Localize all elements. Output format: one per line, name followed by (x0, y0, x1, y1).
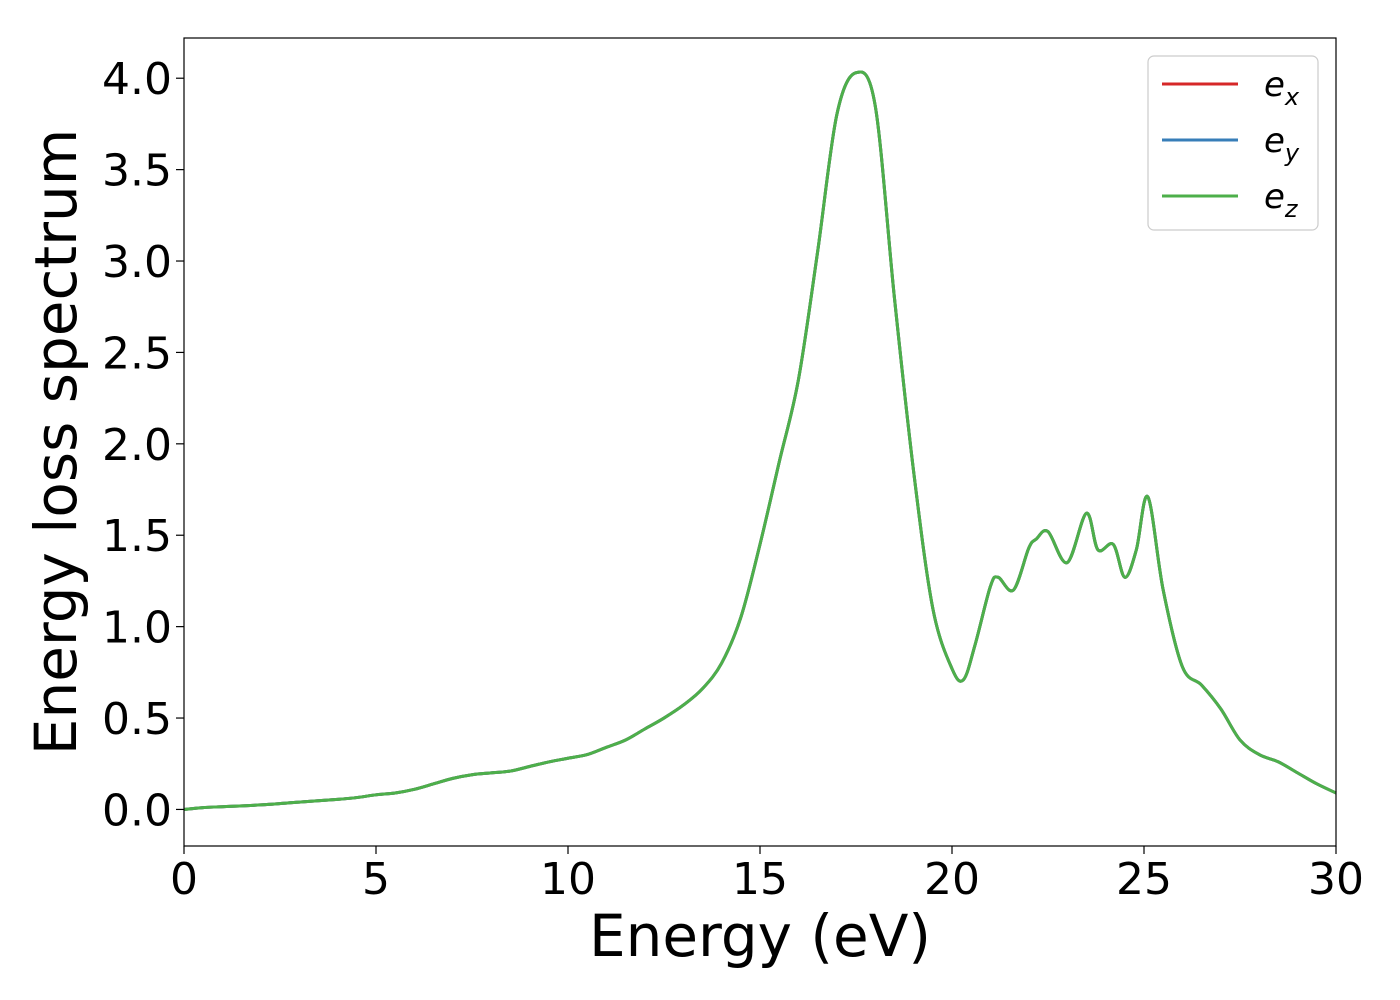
y-tick-label: 3.5 (102, 146, 172, 197)
x-tick-label: 20 (924, 854, 980, 905)
y-tick-label: 4.0 (102, 54, 172, 105)
legend-label-e-y: ey (1264, 121, 1300, 167)
y-tick-label: 1.0 (102, 603, 172, 654)
y-tick-label: 2.0 (102, 420, 172, 471)
x-tick-label: 5 (362, 854, 390, 905)
y-tick-label: 0.0 (102, 785, 172, 836)
x-tick-label: 10 (540, 854, 596, 905)
y-tick-label: 0.5 (102, 694, 172, 745)
legend-label-e-x: ex (1264, 65, 1300, 111)
legend: ex ey ez (1147, 55, 1319, 231)
x-axis-title: Energy (eV) (589, 902, 931, 970)
y-axis-ticks: 0.0 0.5 1.0 1.5 2.0 2.5 3.0 3.5 4.0 (102, 54, 184, 836)
x-tick-label: 15 (732, 854, 788, 905)
y-axis-title: Energy loss spectrum (22, 129, 90, 755)
y-tick-label: 1.5 (102, 511, 172, 562)
x-axis-ticks: 0 5 10 15 20 25 30 (170, 846, 1364, 905)
y-tick-label: 3.0 (102, 237, 172, 288)
series-layer (183, 70, 1337, 811)
legend-box (1147, 55, 1319, 231)
series-line-e-z (183, 70, 1337, 811)
x-tick-label: 30 (1308, 854, 1364, 905)
x-tick-label: 25 (1116, 854, 1172, 905)
y-tick-label: 2.5 (102, 328, 172, 379)
legend-label-e-z: ez (1264, 177, 1299, 223)
x-tick-label: 0 (170, 854, 198, 905)
